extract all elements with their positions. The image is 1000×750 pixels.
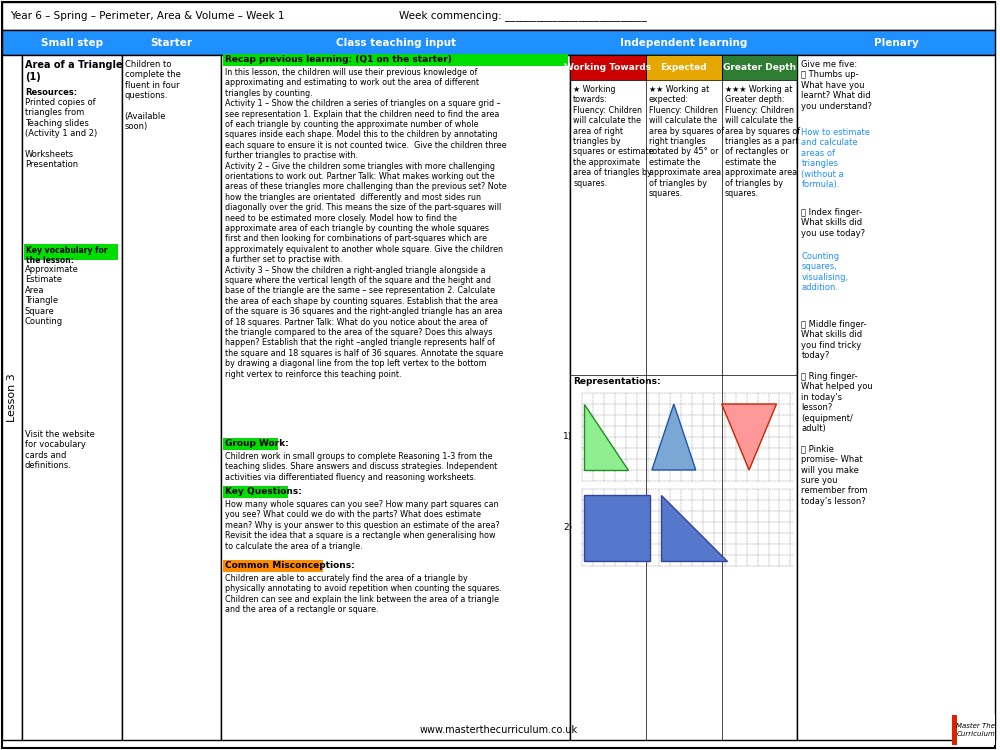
Text: ★ Working
towards:
Fluency: Children
will calculate the
area of right
triangles : ★ Working towards: Fluency: Children wil… (573, 85, 654, 188)
FancyBboxPatch shape (2, 55, 22, 740)
FancyBboxPatch shape (584, 495, 650, 561)
Text: 🤚 Middle finger-
What skills did
you find tricky
today?

🤚 Ring finger-
What hel: 🤚 Middle finger- What skills did you fin… (801, 320, 873, 506)
Polygon shape (584, 404, 628, 470)
Text: Resources:: Resources: (25, 88, 77, 97)
Text: ★★ Working at
expected:
Fluency: Children
will calculate the
area by squares of
: ★★ Working at expected: Fluency: Childre… (649, 85, 724, 198)
FancyBboxPatch shape (797, 55, 995, 740)
FancyBboxPatch shape (223, 486, 288, 498)
Text: In this lesson, the children will use their previous knowledge of
approximating : In this lesson, the children will use th… (225, 68, 507, 379)
Text: Children are able to accurately find the area of a triangle by
physically annota: Children are able to accurately find the… (225, 574, 502, 614)
Polygon shape (722, 404, 776, 470)
FancyBboxPatch shape (646, 55, 722, 80)
Text: Printed copies of
triangles from
Teaching slides
(Activity 1 and 2)

Worksheets
: Printed copies of triangles from Teachin… (25, 98, 97, 170)
Text: Year 6 – Spring – Perimeter, Area & Volume – Week 1: Year 6 – Spring – Perimeter, Area & Volu… (10, 11, 284, 21)
FancyBboxPatch shape (223, 54, 568, 66)
Polygon shape (952, 715, 957, 745)
Text: Children work in small groups to complete Reasoning 1-3 from the
teaching slides: Children work in small groups to complet… (225, 452, 498, 482)
Text: Small step: Small step (41, 38, 103, 47)
FancyBboxPatch shape (223, 560, 323, 572)
Polygon shape (652, 404, 696, 470)
Text: Key vocabulary for
the lesson:: Key vocabulary for the lesson: (26, 246, 108, 266)
Text: 🤚 Index finger-
What skills did
you use today?: 🤚 Index finger- What skills did you use … (801, 208, 866, 238)
Text: Working Towards: Working Towards (564, 63, 652, 72)
FancyBboxPatch shape (22, 55, 122, 740)
Text: Recap previous learning: (Q1 on the starter): Recap previous learning: (Q1 on the star… (225, 55, 452, 64)
Text: www.masterthecurriculum.co.uk: www.masterthecurriculum.co.uk (419, 725, 577, 735)
FancyBboxPatch shape (957, 715, 995, 745)
Text: Counting
squares,
visualising,
addition.: Counting squares, visualising, addition. (801, 252, 849, 292)
Text: Master The
Curriculum: Master The Curriculum (956, 724, 995, 736)
Text: Key Questions:: Key Questions: (225, 487, 302, 496)
Text: Common Misconceptions:: Common Misconceptions: (225, 561, 355, 570)
Text: Class teaching input: Class teaching input (336, 38, 456, 47)
FancyBboxPatch shape (2, 2, 995, 30)
Text: Independent learning: Independent learning (620, 38, 747, 47)
Polygon shape (661, 495, 727, 561)
Text: Approximate
Estimate
Area
Triangle
Square
Counting: Approximate Estimate Area Triangle Squar… (25, 265, 79, 326)
Text: Group Work:: Group Work: (225, 439, 289, 448)
Text: Starter: Starter (150, 38, 192, 47)
Text: How to estimate
and calculate
areas of
triangles
(without a
formula).: How to estimate and calculate areas of t… (801, 128, 870, 189)
Text: Children to
complete the
fluent in four
questions.

(Available
soon): Children to complete the fluent in four … (125, 60, 180, 131)
Text: Area of a Triangle
(1): Area of a Triangle (1) (25, 60, 123, 82)
Text: 2): 2) (563, 523, 572, 532)
FancyBboxPatch shape (223, 438, 278, 450)
Text: 1): 1) (563, 433, 572, 442)
FancyBboxPatch shape (722, 55, 797, 80)
FancyBboxPatch shape (570, 55, 797, 740)
Text: Greater Depth: Greater Depth (723, 63, 796, 72)
FancyBboxPatch shape (2, 30, 995, 55)
Text: Week commencing: ___________________________: Week commencing: _______________________… (399, 10, 646, 22)
FancyBboxPatch shape (24, 244, 118, 260)
FancyBboxPatch shape (122, 55, 221, 740)
Text: Lesson 3: Lesson 3 (7, 374, 17, 422)
Text: How many whole squares can you see? How many part squares can
you see? What coul: How many whole squares can you see? How … (225, 500, 500, 550)
FancyBboxPatch shape (221, 55, 570, 740)
Text: ★★★ Working at
Greater depth:
Fluency: Children
will calculate the
area by squar: ★★★ Working at Greater depth: Fluency: C… (725, 85, 800, 198)
Text: Visit the website
for vocabulary
cards and
definitions.: Visit the website for vocabulary cards a… (25, 430, 95, 470)
FancyBboxPatch shape (570, 55, 646, 80)
Text: Give me five:
🤚 Thumbs up-
What have you
learnt? What did
you understand?: Give me five: 🤚 Thumbs up- What have you… (801, 60, 872, 110)
Text: Plenary: Plenary (874, 38, 918, 47)
Text: Representations:: Representations: (573, 377, 661, 386)
Text: Expected: Expected (660, 63, 707, 72)
